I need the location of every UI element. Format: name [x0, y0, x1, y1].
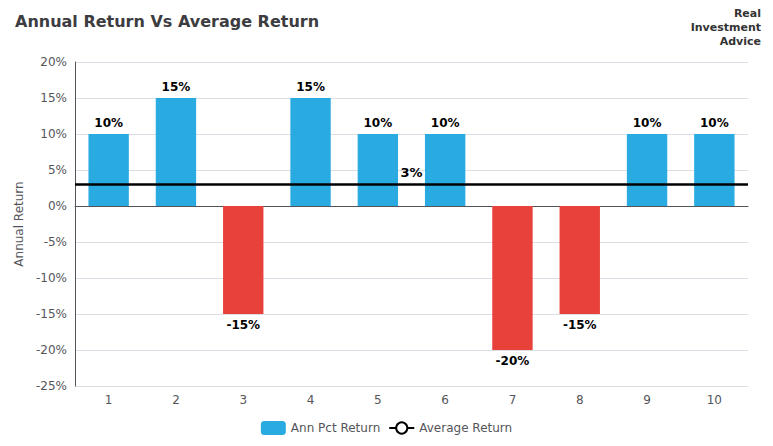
svg-text:10: 10 — [707, 393, 722, 407]
svg-text:Investment: Investment — [691, 21, 761, 34]
svg-text:10%: 10% — [431, 116, 460, 130]
svg-text:1: 1 — [105, 393, 113, 407]
svg-text:-15%: -15% — [226, 318, 260, 332]
svg-text:2: 2 — [172, 393, 180, 407]
svg-text:-10%: -10% — [36, 271, 67, 285]
svg-text:10%: 10% — [94, 116, 123, 130]
svg-text:-25%: -25% — [36, 379, 67, 393]
svg-text:6: 6 — [441, 393, 449, 407]
svg-text:15%: 15% — [40, 91, 67, 105]
svg-text:Annual Return: Annual Return — [12, 181, 26, 266]
svg-text:7: 7 — [509, 393, 517, 407]
svg-text:-20%: -20% — [36, 343, 67, 357]
svg-text:20%: 20% — [40, 55, 67, 69]
svg-text:-5%: -5% — [44, 235, 67, 249]
svg-text:-15%: -15% — [36, 307, 67, 321]
svg-text:0%: 0% — [48, 199, 67, 213]
svg-text:10%: 10% — [700, 116, 729, 130]
svg-text:-20%: -20% — [496, 354, 530, 368]
svg-text:10%: 10% — [40, 127, 67, 141]
svg-text:5: 5 — [374, 393, 382, 407]
svg-text:Ann Pct Return: Ann Pct Return — [291, 421, 380, 435]
svg-text:3: 3 — [239, 393, 247, 407]
svg-text:Average Return: Average Return — [419, 421, 512, 435]
svg-text:3%: 3% — [400, 165, 422, 180]
svg-text:9: 9 — [643, 393, 651, 407]
svg-text:4: 4 — [307, 393, 315, 407]
svg-text:5%: 5% — [48, 163, 67, 177]
svg-text:-15%: -15% — [563, 318, 597, 332]
svg-text:8: 8 — [576, 393, 584, 407]
svg-text:Advice: Advice — [720, 35, 761, 48]
svg-text:15%: 15% — [296, 80, 325, 94]
svg-text:Annual Return Vs Average Retur: Annual Return Vs Average Return — [15, 12, 319, 31]
svg-text:10%: 10% — [363, 116, 392, 130]
svg-text:10%: 10% — [633, 116, 662, 130]
svg-text:15%: 15% — [162, 80, 191, 94]
svg-text:Real: Real — [734, 7, 761, 20]
